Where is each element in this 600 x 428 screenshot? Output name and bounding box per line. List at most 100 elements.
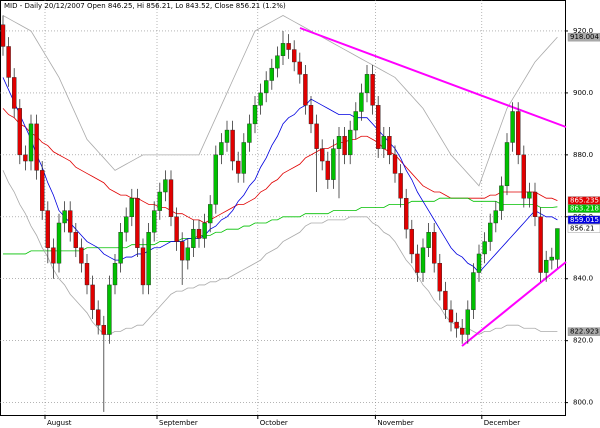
x-tick-label: December — [484, 419, 520, 427]
candle-body — [252, 105, 258, 125]
candle-body — [235, 160, 241, 174]
candle-body — [460, 328, 465, 335]
candle-body — [269, 67, 274, 81]
moving-line — [2, 15, 558, 187]
x-tick-label: September — [159, 419, 198, 427]
candle-body — [219, 142, 224, 156]
candle-body — [34, 123, 39, 171]
value-tag-label: 865.235 — [570, 197, 599, 205]
candle-body — [280, 43, 286, 56]
labels: 800.0820.0840.0860.0880.0900.0920.0Augus… — [47, 27, 600, 427]
value-tag — [567, 32, 600, 42]
candle-body — [297, 61, 302, 75]
candle-body — [370, 74, 375, 106]
candle-body — [23, 154, 28, 162]
candle-body — [415, 253, 420, 273]
candle-body — [404, 198, 409, 230]
candle-body — [0, 24, 6, 47]
candle-body — [17, 108, 22, 156]
candle-body — [538, 216, 543, 273]
candle-body — [51, 247, 56, 264]
candle-body — [465, 309, 470, 335]
candle-body — [275, 55, 280, 69]
y-tick-label: 920.0 — [573, 27, 593, 35]
candle-body — [409, 228, 414, 255]
candle-body — [73, 232, 79, 248]
candle-body — [151, 210, 157, 233]
x-tick-label: October — [260, 419, 288, 427]
value-tag-label: 863.218 — [570, 205, 599, 213]
y-tick-label: 800.0 — [573, 399, 593, 407]
candle-body — [510, 111, 515, 143]
candle-body — [247, 123, 252, 143]
candle-body — [207, 204, 213, 224]
candle-body — [258, 92, 263, 106]
candle-body — [516, 111, 521, 156]
candle-body — [353, 111, 358, 131]
y-tick-label: 820.0 — [573, 337, 593, 345]
candle-body — [230, 129, 235, 162]
candle-body — [140, 247, 146, 286]
candle-body — [488, 222, 493, 242]
candle-body — [185, 247, 191, 261]
candle-body — [437, 263, 442, 292]
candle-body — [471, 272, 476, 310]
candle-body — [292, 49, 297, 63]
candle-body — [163, 179, 168, 193]
candle-body — [62, 210, 67, 224]
candle-body — [146, 232, 151, 286]
candle-body — [118, 232, 123, 264]
candle-body — [40, 170, 45, 211]
candle-body — [79, 247, 84, 264]
candle-body — [157, 191, 163, 211]
candle-body — [174, 216, 179, 242]
candle-body — [224, 129, 230, 143]
candle-body — [443, 290, 448, 310]
candle-body — [342, 136, 347, 156]
candle-body — [448, 309, 454, 323]
y-tick-label: 900.0 — [573, 89, 593, 97]
candle-body — [420, 247, 426, 273]
candle-body — [532, 191, 538, 217]
candle-body — [549, 256, 554, 261]
candle-body — [555, 228, 560, 260]
y-tick-label: 840.0 — [573, 275, 593, 283]
candle-body — [348, 129, 353, 156]
candle-body — [213, 154, 219, 205]
candle-body — [28, 123, 34, 162]
candle-body — [241, 142, 247, 174]
candle-body — [320, 148, 325, 162]
candle-body — [387, 136, 392, 156]
candle-body — [392, 154, 398, 174]
candle-body — [196, 228, 202, 239]
candle-body — [426, 232, 431, 248]
candle-body — [135, 198, 140, 248]
trend-line-upper — [299, 27, 567, 128]
trend-line-lower — [461, 261, 567, 347]
candle-body — [6, 46, 11, 78]
value-tag-label: 822.923 — [570, 328, 599, 336]
candle-body — [264, 80, 269, 94]
candle-body — [325, 160, 330, 180]
plot-frame — [0, 0, 566, 416]
candle-body — [191, 228, 196, 248]
candle-body — [129, 198, 135, 217]
candle-body — [168, 179, 174, 217]
y-tick-label: 880.0 — [573, 151, 593, 159]
value-tag-label: 856.21 — [570, 225, 595, 233]
candle-body — [45, 210, 50, 248]
candles — [0, 15, 560, 412]
candle-body — [527, 191, 532, 199]
candle-body — [112, 263, 118, 286]
value-tag — [567, 204, 600, 213]
value-tag — [567, 327, 600, 336]
candle-body — [544, 259, 549, 273]
value-tag-label: 918.004 — [570, 33, 599, 41]
candle-body — [432, 232, 437, 264]
candle-body — [90, 284, 95, 310]
candle-body — [314, 123, 319, 149]
candle-body — [381, 136, 386, 149]
chart-title: MID - Daily 20/12/2007 Open 846.25, Hi 8… — [4, 2, 286, 10]
candle-body — [521, 154, 526, 199]
